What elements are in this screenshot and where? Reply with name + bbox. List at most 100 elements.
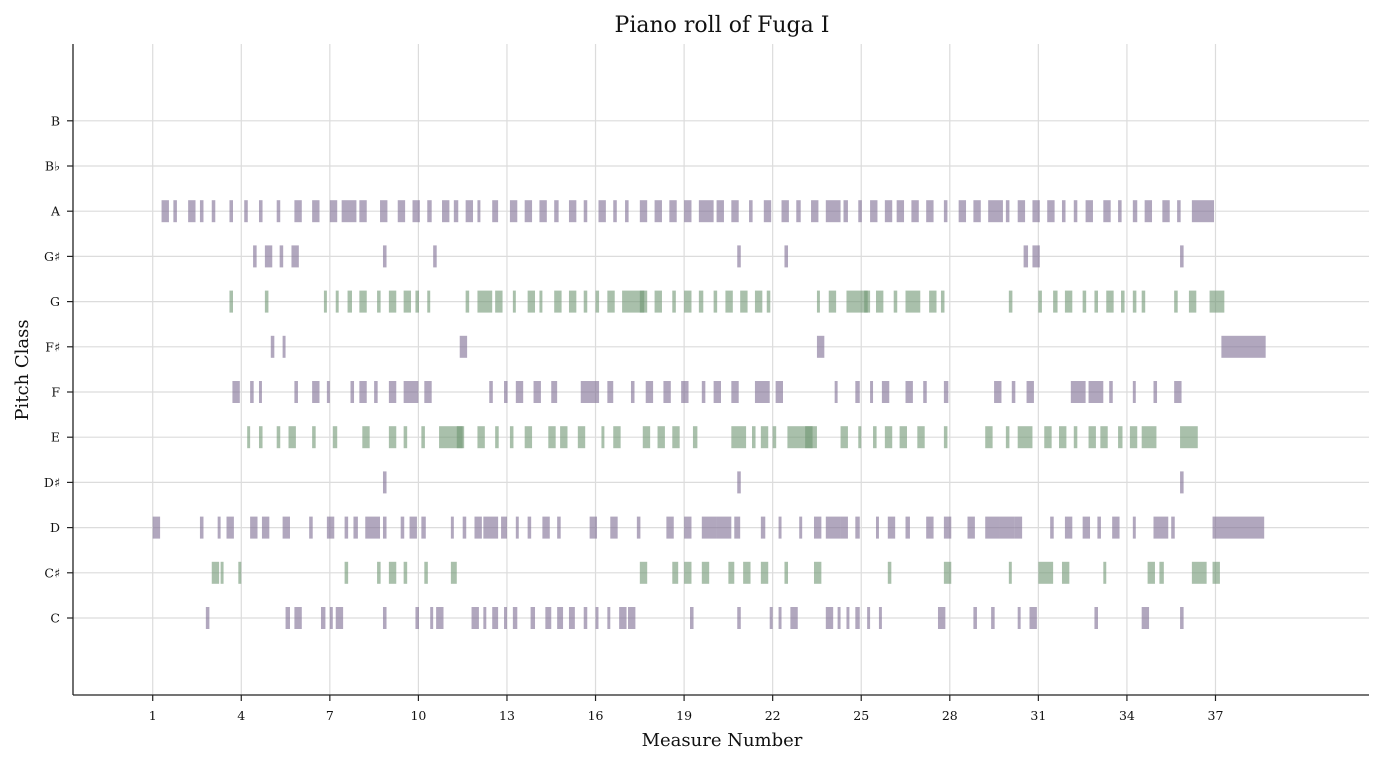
note-bar (870, 381, 874, 403)
note-bar (754, 290, 763, 313)
note-bar (220, 561, 224, 584)
note-bar (766, 290, 771, 313)
note-bar (610, 516, 618, 539)
note-bar (477, 290, 493, 313)
note-bar (238, 561, 242, 584)
note-bar (843, 200, 848, 223)
note-bar (483, 516, 499, 539)
note-bar (489, 381, 493, 403)
note-bar (388, 381, 397, 403)
note-bar (495, 426, 499, 449)
note-bar (784, 561, 789, 584)
note-bar (816, 290, 820, 313)
note-bar (229, 290, 233, 313)
note-bar (1008, 290, 1013, 313)
note-bar (855, 381, 860, 403)
note-bar (568, 290, 577, 313)
x-tick-label: 13 (499, 708, 515, 723)
note-bar (684, 516, 692, 539)
y-tick-label: C (50, 611, 60, 626)
note-bar (1141, 290, 1146, 313)
note-bar (1073, 426, 1078, 449)
note-bar (740, 290, 748, 313)
note-bar (374, 381, 378, 403)
note-bar (388, 426, 397, 449)
note-bars (152, 200, 1266, 629)
y-tick-label: C♯ (44, 565, 60, 580)
note-bar (415, 290, 419, 313)
note-bar (258, 381, 262, 403)
note-bar (684, 290, 692, 313)
note-bar (1132, 290, 1137, 313)
note-bar (450, 561, 457, 584)
note-bar (258, 426, 263, 449)
note-bar (388, 290, 397, 313)
note-bar (929, 290, 937, 313)
note-bar (911, 200, 919, 223)
note-bar (769, 607, 773, 629)
note-bar (943, 200, 948, 223)
note-bar (1005, 426, 1010, 449)
note-bar (285, 607, 290, 629)
note-bar (397, 200, 406, 223)
note-bar (1032, 200, 1040, 223)
note-bar (226, 516, 234, 539)
note-bar (1088, 381, 1104, 403)
y-tick-label: B (51, 113, 60, 128)
note-bar (551, 381, 558, 403)
note-bar (636, 516, 641, 539)
note-bar (613, 426, 621, 449)
note-bar (530, 607, 536, 629)
note-bar (1159, 561, 1164, 584)
x-tick-label: 22 (765, 708, 781, 723)
note-bar (598, 200, 606, 223)
note-bar (282, 335, 286, 358)
note-bar (663, 381, 671, 403)
note-bar (1177, 200, 1181, 223)
note-bar (247, 426, 251, 449)
note-bar (199, 200, 204, 223)
note-bar (743, 561, 751, 584)
note-bar (672, 426, 680, 449)
note-bar (380, 200, 388, 223)
note-bar (855, 516, 860, 539)
note-bar (870, 200, 878, 223)
note-bar (199, 516, 204, 539)
y-tick-label: G♯ (44, 249, 60, 264)
note-bar (940, 290, 945, 313)
note-bar (622, 290, 645, 313)
note-bar (1212, 516, 1265, 539)
note-bar (1171, 516, 1175, 539)
chart-title: Piano roll of Fuga I (615, 13, 830, 38)
note-bar (1112, 516, 1120, 539)
note-bar (309, 516, 313, 539)
note-bar (323, 290, 327, 313)
note-bar (639, 561, 648, 584)
note-bar (382, 607, 387, 629)
note-bar (1109, 381, 1113, 403)
y-tick-label: D♯ (44, 475, 60, 490)
note-bar (1209, 290, 1225, 313)
note-bar (465, 200, 474, 223)
note-bar (1073, 200, 1078, 223)
x-tick-label: 7 (326, 708, 334, 723)
note-bar (881, 381, 890, 403)
y-tick-label: F♯ (45, 339, 60, 354)
note-bar (583, 607, 588, 629)
x-tick-label: 4 (237, 708, 245, 723)
note-bar (312, 426, 316, 449)
note-bar (784, 245, 789, 268)
note-bar (595, 381, 600, 403)
note-bar (731, 200, 739, 223)
y-axis-ticks: C C♯ D D♯ E F F♯ G G♯ A B♭ B (44, 113, 73, 626)
note-bar (583, 200, 588, 223)
note-bar (654, 200, 662, 223)
note-bar (359, 290, 367, 313)
note-bar (628, 607, 636, 629)
note-bar (548, 426, 556, 449)
note-bar (958, 200, 967, 223)
note-bar (754, 381, 770, 403)
note-bar (433, 245, 437, 268)
note-bar (943, 516, 952, 539)
note-bar (926, 200, 934, 223)
